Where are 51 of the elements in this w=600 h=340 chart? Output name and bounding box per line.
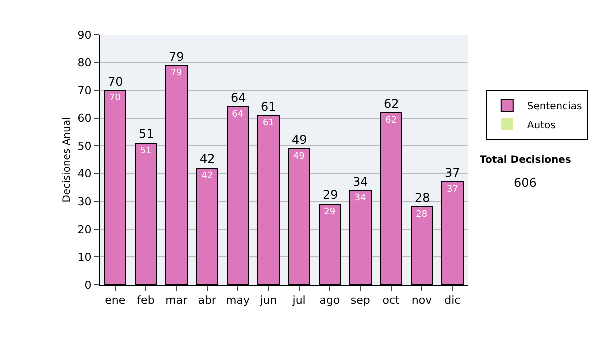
total-label: 34 <box>353 175 368 189</box>
y-tick-label: 30 <box>78 196 92 209</box>
x-tick-label: nov <box>412 294 433 308</box>
data-label: 42 <box>202 171 214 182</box>
y-tick-label: 50 <box>78 140 92 153</box>
legend-label: Sentencias <box>527 101 582 112</box>
data-label: 34 <box>354 194 367 204</box>
data-label: 62 <box>386 116 398 126</box>
data-label: 70 <box>109 94 122 104</box>
total-label: 51 <box>139 127 154 141</box>
total-label: 64 <box>231 91 246 105</box>
data-label: 29 <box>324 207 336 218</box>
x-tick-label: may <box>226 294 250 308</box>
x-tick-label: jun <box>259 294 278 308</box>
y-tick-label: 80 <box>78 56 92 70</box>
y-tick-label: 20 <box>78 223 92 236</box>
x-tick-label: abr <box>198 294 217 308</box>
total-label: 37 <box>445 166 460 180</box>
total-label: 28 <box>415 191 430 205</box>
data-label: 51 <box>140 146 152 156</box>
x-tick-label: jul <box>292 294 306 308</box>
y-tick-label: 90 <box>78 28 92 42</box>
data-label: 49 <box>293 152 306 162</box>
y-axis-title: Decisiones Anual <box>62 117 73 203</box>
x-tick-label: feb <box>137 294 155 308</box>
x-tick-label: ago <box>320 294 340 308</box>
data-label: 64 <box>232 110 244 120</box>
text: Total Decisiones <box>480 155 572 166</box>
data-label: 37 <box>446 185 458 196</box>
data-label: 28 <box>416 210 428 220</box>
y-tick-label: 0 <box>84 278 92 292</box>
y-tick-label: 70 <box>78 84 92 98</box>
total-label: 61 <box>261 100 276 114</box>
y-tick-label: 40 <box>78 168 92 181</box>
total-label: 42 <box>200 152 216 166</box>
x-tick-label: mar <box>166 294 188 308</box>
legend-label: Autos <box>527 120 556 132</box>
y-tick-label: 60 <box>78 112 92 126</box>
x-tick-label: ene <box>105 294 126 308</box>
total-label: 49 <box>292 133 308 147</box>
data-label: 61 <box>262 118 274 129</box>
x-tick-label: sep <box>350 294 370 308</box>
y-tick-label: 10 <box>78 251 92 264</box>
x-tick-label: oct <box>382 294 401 308</box>
x-tick-label: dic <box>444 294 461 308</box>
data-label: 79 <box>170 68 183 79</box>
text: 606 <box>514 176 537 190</box>
total-label: 70 <box>108 75 124 89</box>
total-label: 29 <box>323 188 338 202</box>
total-label: 79 <box>169 50 184 64</box>
total-label: 62 <box>384 97 400 111</box>
